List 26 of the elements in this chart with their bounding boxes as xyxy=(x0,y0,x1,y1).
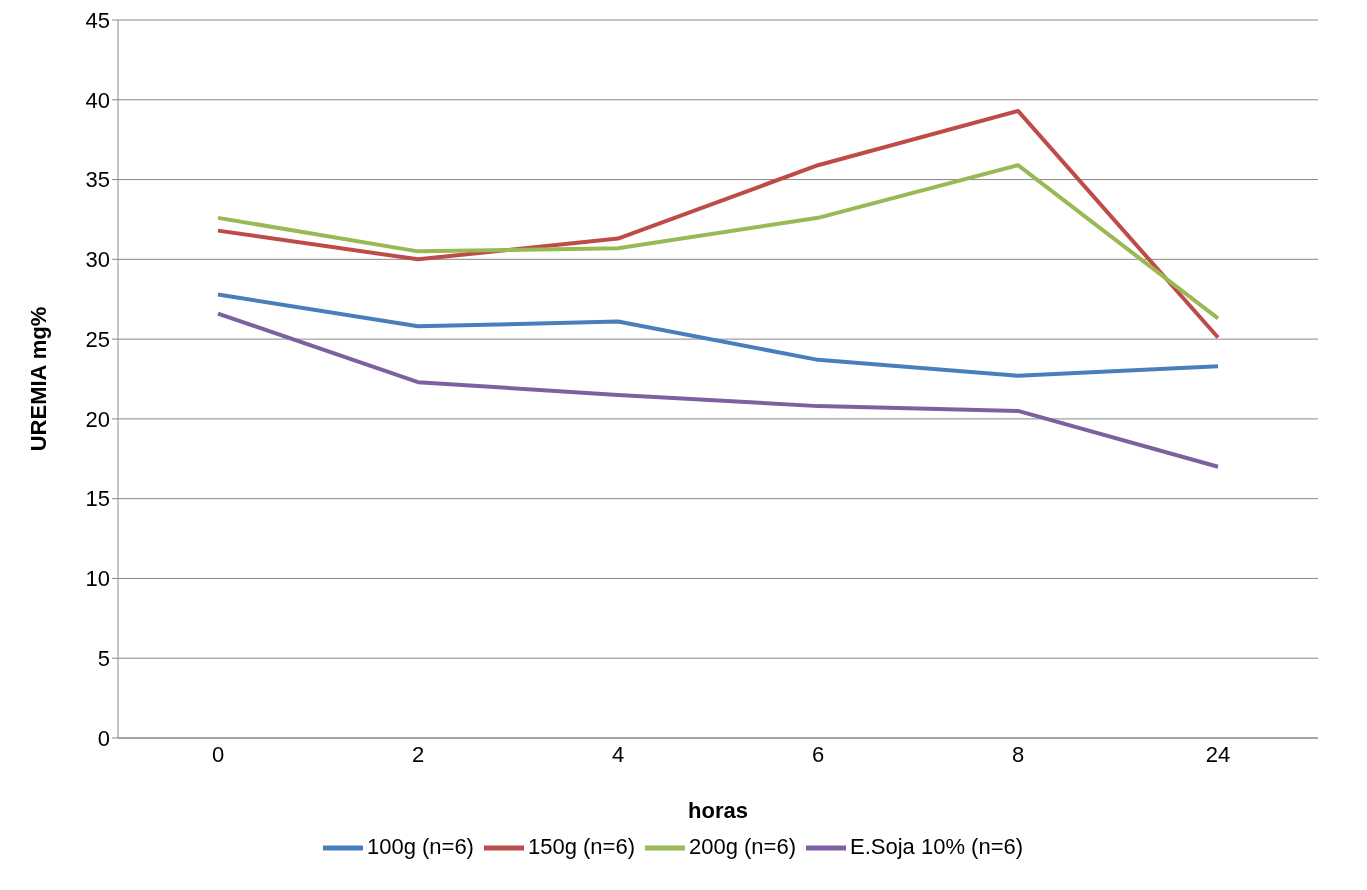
x-tick-label: 0 xyxy=(211,741,225,767)
y-tick-label: 25 xyxy=(85,326,110,352)
y-tick-label: 5 xyxy=(97,646,110,672)
y-axis-title: UREMIA mg% xyxy=(25,306,51,452)
legend-label: 100g (n=6) xyxy=(366,833,474,859)
x-tick-label: 8 xyxy=(1011,741,1025,767)
y-tick-label: 35 xyxy=(85,167,110,193)
x-tick-label: 24 xyxy=(1205,741,1231,767)
line-series xyxy=(216,108,1220,340)
legend-label: 200g (n=6) xyxy=(688,833,797,859)
y-tick-label: 15 xyxy=(85,486,110,512)
line-series xyxy=(216,292,1220,378)
line-series xyxy=(216,163,1220,321)
y-tick-label: 45 xyxy=(85,7,110,33)
legend-label: E.Soja 10% (n=6) xyxy=(850,833,1024,859)
y-tick-label: 40 xyxy=(85,87,110,113)
legend-label: 150g (n=6) xyxy=(527,833,635,859)
line-series xyxy=(216,311,1220,469)
x-tick-label: 2 xyxy=(411,741,425,767)
y-tick-label: 10 xyxy=(85,566,110,592)
y-tick-label: 0 xyxy=(97,725,110,751)
x-axis-title: horas xyxy=(688,798,748,823)
x-tick-label: 6 xyxy=(811,741,825,767)
y-tick-label: 30 xyxy=(85,247,110,273)
y-tick-label: 20 xyxy=(85,406,110,432)
x-tick-label: 4 xyxy=(611,741,625,767)
